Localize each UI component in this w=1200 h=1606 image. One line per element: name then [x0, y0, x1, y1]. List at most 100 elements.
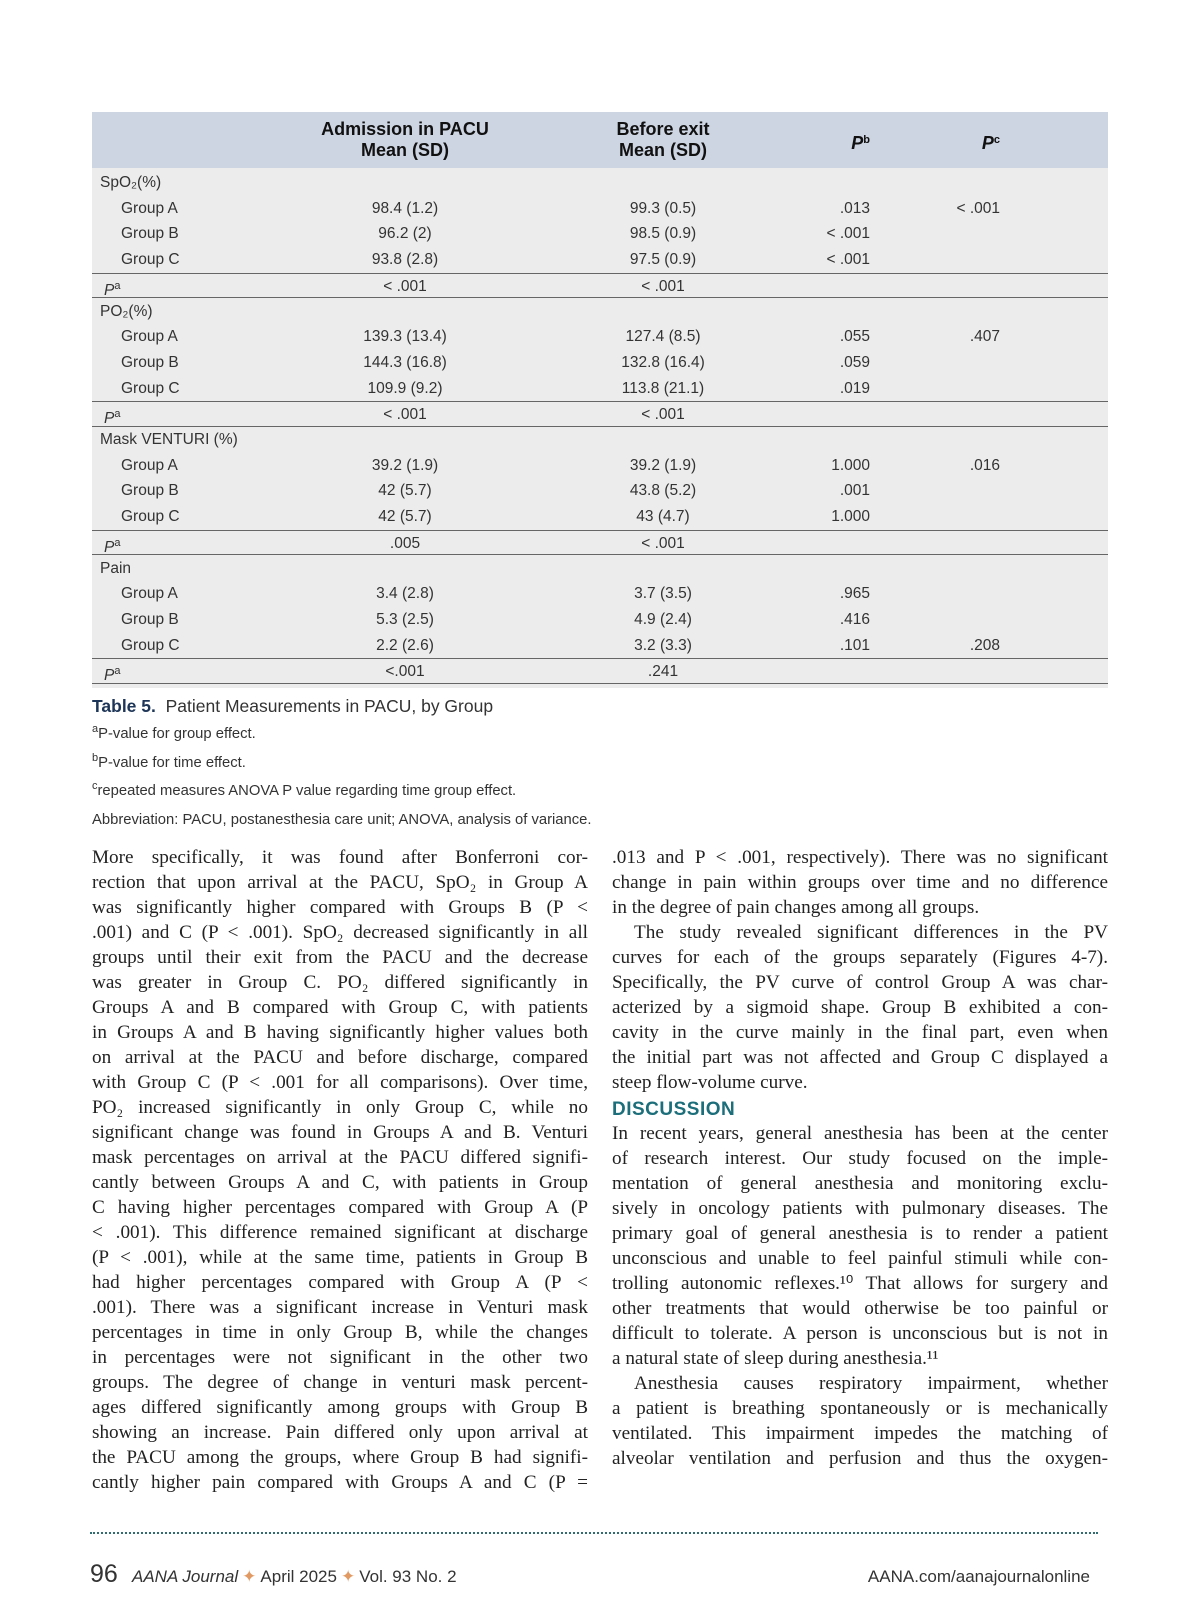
header-pb-text: P — [851, 133, 864, 153]
table-row: Group C 109.9 (9.2) 113.8 (21.1) .019 — [92, 376, 1108, 402]
footnote-text: Abbreviation: PACU, postanesthesia care … — [92, 811, 592, 828]
header-pb-sup: b — [863, 134, 870, 146]
paragraph: The study revealed significant differenc… — [612, 920, 1108, 1095]
admission-value: 144.3 (16.8) — [363, 353, 447, 371]
text-line: unconscious and unable to feel painful s… — [612, 1248, 1108, 1270]
footnote-mark: a — [92, 723, 99, 735]
section-row: Mask VENTURI (%) — [92, 427, 1108, 453]
text-line: mask percentages on arrival at the PACU … — [92, 1147, 588, 1169]
body-column-left: More specifically, it was found after Bo… — [92, 845, 588, 1495]
footnote: crepeated measures ANOVA P value regardi… — [92, 775, 592, 804]
pa-sup: a — [114, 279, 121, 292]
text-line: the PACU among the groups, where Group B… — [92, 1447, 588, 1469]
footnote-mark: c — [92, 780, 98, 793]
pa-label: Pa — [104, 531, 120, 561]
group-label: Group C — [121, 508, 180, 526]
pb-value: < .001 — [826, 225, 870, 243]
table-row: Group B 5.3 (2.5) 4.9 (2.4) .416 — [92, 607, 1108, 633]
text-line: other treatments that would otherwise be… — [612, 1298, 1108, 1320]
group-label: Group B — [121, 610, 179, 628]
header-pc: Pc — [982, 130, 1000, 154]
text-line: < .001). This difference remained signif… — [92, 1222, 588, 1244]
pc-value: .016 — [969, 456, 1000, 474]
exit-value: 132.8 (16.4) — [621, 353, 705, 371]
section-label: Mask VENTURI (%) — [100, 431, 238, 448]
pa-admission-value: <.001 — [385, 663, 425, 681]
table-row: Group B 144.3 (16.8) 132.8 (16.4) .059 — [92, 350, 1108, 376]
pa-row: Pa < .001 < .001 — [92, 401, 1108, 427]
text-line: More specifically, it was found after Bo… — [92, 847, 588, 868]
text-line: alveolar ventilation and perfusion and t… — [612, 1448, 1108, 1470]
group-label: Group C — [121, 379, 180, 397]
text-line: acterized by a sigmoid shape. Group B ex… — [612, 997, 1108, 1019]
pb-value: .013 — [839, 199, 870, 217]
text-line: primary goal of general anesthesia is to… — [612, 1223, 1108, 1245]
pa-label: Pa — [104, 402, 120, 432]
admission-value: 139.3 (13.4) — [363, 328, 447, 346]
admission-value: 98.4 (1.2) — [371, 199, 439, 217]
page-footer: 96 AANA Journal ✦ April 2025 ✦ Vol. 93 No. 2… — [90, 1560, 1090, 1592]
text-line: (P < .001), while at the same time, pati… — [92, 1247, 588, 1269]
footnotes: aP-value for group effect. bP-value for t… — [92, 718, 592, 832]
header-pb: Pb — [851, 130, 870, 154]
pa-text: P — [104, 281, 115, 299]
pa-admission-value: .005 — [389, 534, 421, 552]
text-line: .001). There was a significant increase … — [92, 1297, 588, 1319]
pa-exit-value: .241 — [647, 663, 679, 681]
table-row: Group A 39.2 (1.9) 39.2 (1.9) 1.000 .016 — [92, 453, 1108, 479]
section-label: Pain — [100, 559, 132, 577]
pa-text: P — [104, 410, 115, 428]
journal-info: AANA Journal ✦ April 2025 ✦ Vol. 93 No. 2 — [132, 1567, 457, 1587]
text-line: mentation of general anesthesia and moni… — [612, 1173, 1108, 1195]
caption-title: Table 5. Patient Measurements in PACU, b… — [92, 694, 592, 718]
text-line: cantly higher pain compared with Groups … — [92, 1472, 588, 1494]
admission-value: 2.2 (2.6) — [376, 636, 434, 654]
text-line: sively in oncology patients with pulmona… — [612, 1198, 1108, 1220]
pa-admission-value: < .001 — [383, 406, 427, 424]
group-label: Group C — [121, 251, 180, 269]
text-line: difficult to tolerate. A person is uncon… — [612, 1323, 1108, 1345]
section-heading: DISCUSSION — [612, 1099, 736, 1121]
group-label: Group B — [121, 353, 179, 371]
pa-label: Pa — [104, 274, 120, 304]
header-admission-line2: Mean (SD) — [360, 140, 449, 160]
header-exit: Before exit Mean (SD) — [616, 119, 756, 161]
footnote: bP-value for time effect. — [92, 747, 592, 776]
admission-value: 3.4 (2.8) — [376, 585, 434, 603]
text-line: cavity in the curve mainly in the final … — [612, 1022, 1108, 1044]
text-line: in Groups A and B having significantly h… — [92, 1022, 588, 1044]
text-line: .013 and P < .001, respectively). There … — [612, 847, 1108, 868]
section-row: PO₂(%) — [92, 299, 1108, 325]
text-line: change in pain within groups over time a… — [612, 872, 1108, 894]
pb-value: .059 — [839, 353, 870, 371]
pa-row: Pa < .001 < .001 — [92, 272, 1108, 299]
pa-row: Pa .005 < .001 — [92, 529, 1108, 556]
exit-value: 97.5 (0.9) — [629, 251, 697, 269]
pb-value: 1.000 — [831, 456, 870, 474]
text-line: ages differed significantly among groups… — [92, 1397, 588, 1419]
body-column-right: .013 and P < .001, respectively). There … — [612, 845, 1108, 1471]
text-line: was significantly higher compared with G… — [92, 897, 588, 919]
text-line: Specifically, the PV curve of control Gr… — [612, 972, 1108, 994]
text-line: with Group C (P < .001 for all compariso… — [92, 1072, 588, 1094]
group-label: Group B — [121, 225, 179, 243]
volume-number: Vol. 93 No. 2 — [359, 1567, 457, 1586]
journal-url[interactable]: AANA.com/aanajournalonline — [867, 1567, 1090, 1586]
text-line: PO₂ increased significantly in only Grou… — [92, 1097, 588, 1119]
pc-value: .407 — [969, 328, 1000, 346]
exit-value: 3.7 (3.5) — [634, 585, 692, 603]
table-row: Group A 3.4 (2.8) 3.7 (3.5) .965 — [92, 581, 1108, 607]
table-row: Group A 139.3 (13.4) 127.4 (8.5) .055 .407 — [92, 324, 1108, 350]
pa-exit-value: < .001 — [641, 534, 685, 552]
group-label: Group A — [121, 328, 178, 346]
text-line: in the degree of pain changes among all … — [612, 897, 980, 919]
table-caption: Table 5. Patient Measurements in PACU, b… — [92, 694, 592, 832]
text-line: had higher percentages compared with Gro… — [92, 1272, 588, 1294]
text-line: percentages in time in only Group B, whi… — [92, 1322, 588, 1344]
header-exit-line1: Before exit — [616, 119, 710, 139]
issue-date: April 2025 — [260, 1567, 337, 1586]
header-exit-line2: Mean (SD) — [618, 140, 708, 160]
group-label: Group A — [121, 456, 178, 474]
admission-value: 93.8 (2.8) — [371, 251, 439, 269]
text-line: a natural state of sleep during anesthes… — [612, 1348, 939, 1370]
